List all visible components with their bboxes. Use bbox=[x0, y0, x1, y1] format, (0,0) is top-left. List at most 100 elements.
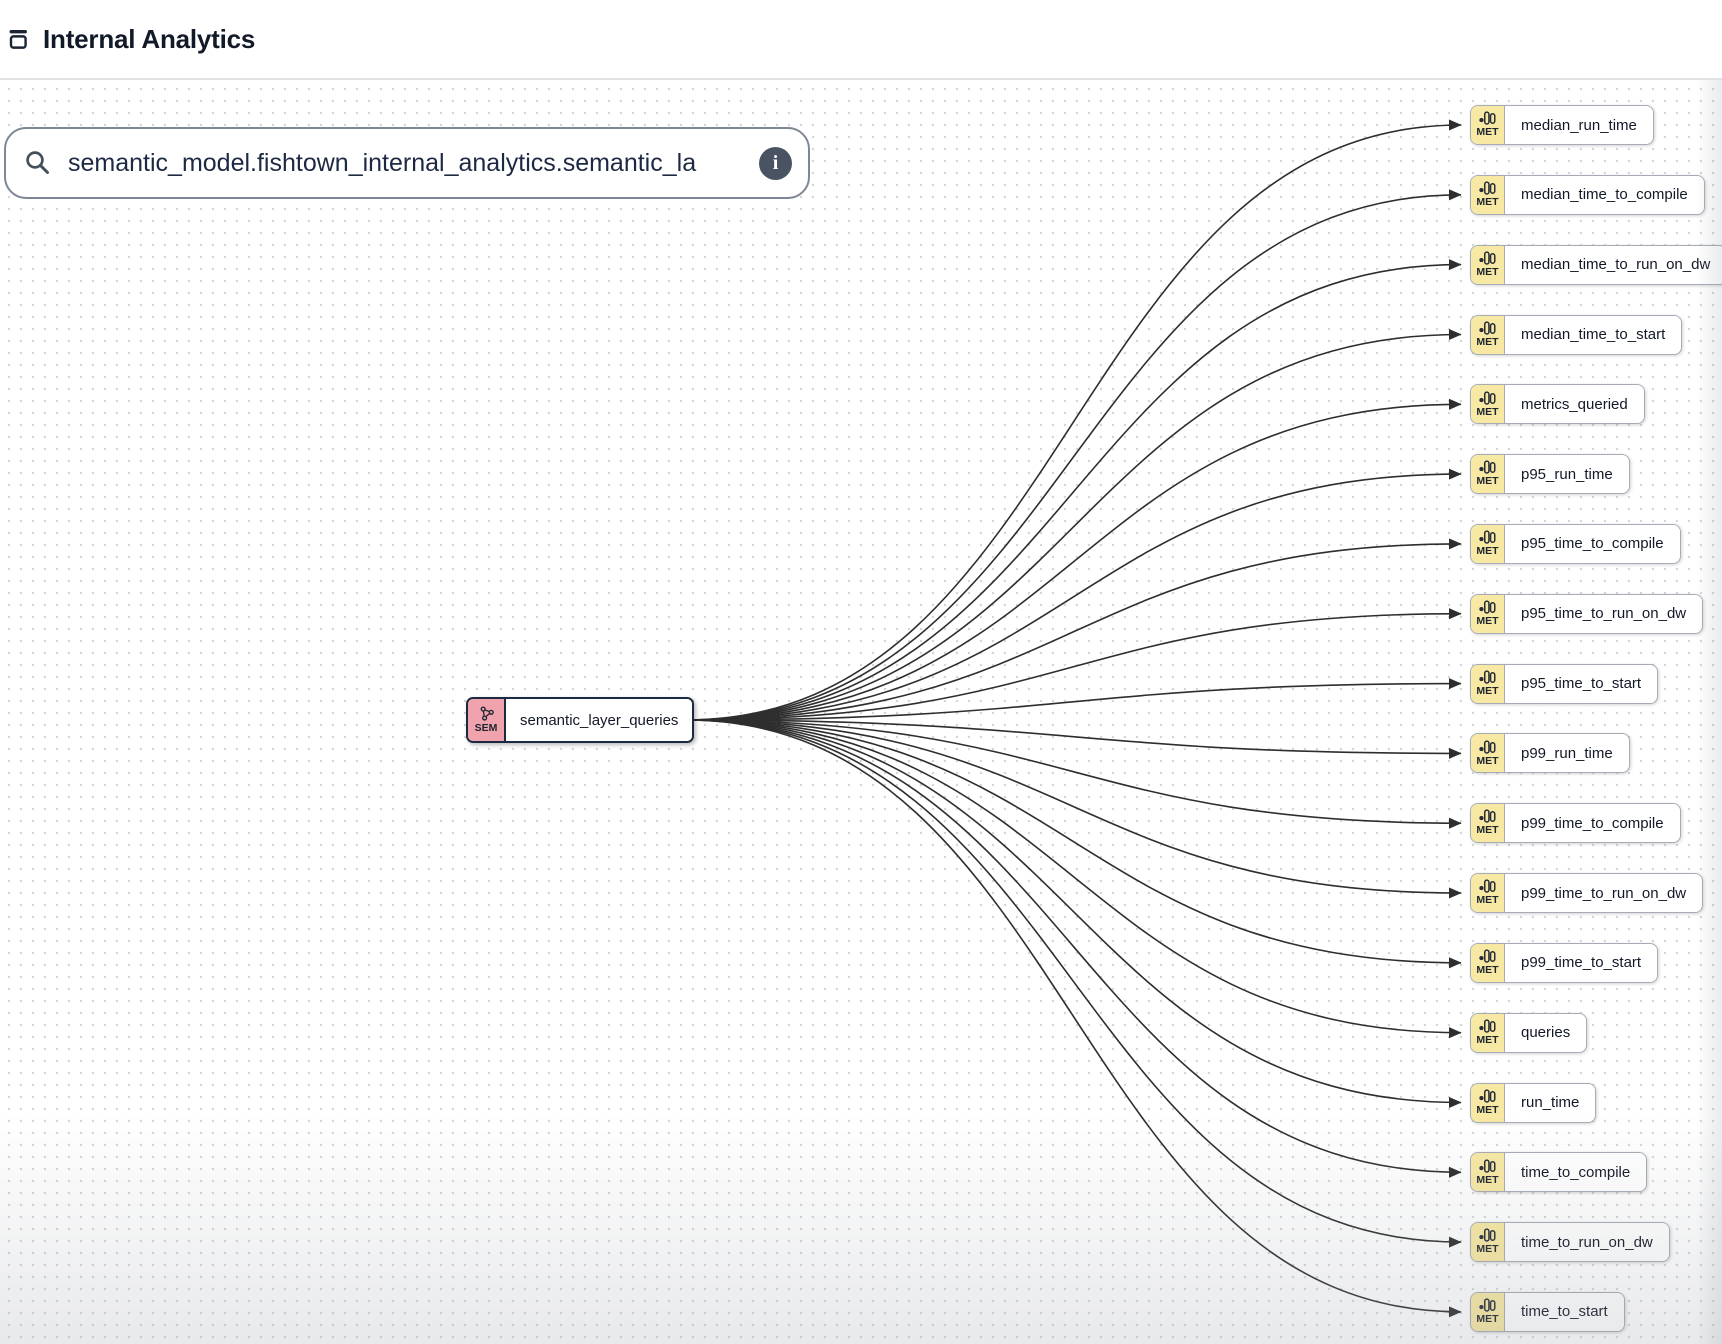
edge bbox=[685, 608, 1462, 721]
metric-type-label: MET bbox=[1476, 614, 1499, 627]
metric-chart-icon bbox=[1479, 1298, 1496, 1312]
metric-type-badge: MET bbox=[1471, 245, 1505, 284]
metric-chart-icon bbox=[1479, 809, 1496, 824]
metric-chart-icon bbox=[1479, 1019, 1496, 1033]
search-input[interactable] bbox=[66, 147, 745, 179]
metric-type-badge: MET bbox=[1471, 1223, 1505, 1262]
metric-node-metrics_queried[interactable]: MET metrics_queried bbox=[1470, 384, 1645, 425]
metric-chart-icon bbox=[1479, 1228, 1496, 1243]
edge bbox=[685, 719, 1462, 899]
metric-node-median_time_to_start[interactable]: MET median_time_to_start bbox=[1470, 314, 1683, 355]
metric-type-label: MET bbox=[1476, 754, 1499, 767]
edge bbox=[685, 719, 1462, 1248]
metric-type-label: MET bbox=[1476, 894, 1499, 907]
metric-node-time_to_run_on_dw[interactable]: MET time_to_run_on_dw bbox=[1470, 1222, 1670, 1263]
info-icon[interactable]: i bbox=[759, 146, 792, 180]
metric-name: p95_time_to_start bbox=[1505, 664, 1658, 703]
lineage-edges bbox=[685, 119, 1462, 1318]
metric-node-p95_run_time[interactable]: MET p95_run_time bbox=[1470, 454, 1630, 495]
metric-node-p99_time_to_compile[interactable]: MET p99_time_to_compile bbox=[1470, 803, 1681, 844]
metric-chart-icon bbox=[1479, 670, 1496, 684]
edge bbox=[685, 119, 1462, 721]
edge bbox=[685, 719, 1462, 969]
metric-chart-icon bbox=[1479, 321, 1496, 335]
metric-node-time_to_compile[interactable]: MET time_to_compile bbox=[1470, 1152, 1648, 1193]
edge bbox=[685, 719, 1462, 1178]
metric-node-p99_run_time[interactable]: MET p99_run_time bbox=[1470, 733, 1630, 774]
metric-name: queries bbox=[1505, 1013, 1587, 1052]
metric-type-label: MET bbox=[1476, 545, 1499, 558]
metric-name: median_time_to_start bbox=[1505, 315, 1682, 354]
metric-name: median_time_to_run_on_dw bbox=[1505, 245, 1722, 284]
edge bbox=[685, 719, 1462, 1039]
metric-type-label: MET bbox=[1476, 824, 1499, 837]
page-header: Internal Analytics bbox=[0, 0, 1722, 80]
semantic-model-name: semantic_layer_queries bbox=[506, 699, 693, 741]
metric-type-badge: MET bbox=[1471, 804, 1505, 843]
metric-type-badge: MET bbox=[1471, 315, 1505, 354]
edge bbox=[685, 719, 1462, 829]
metric-name: p99_time_to_compile bbox=[1505, 804, 1680, 843]
metric-type-badge: MET bbox=[1471, 734, 1505, 773]
edge bbox=[685, 259, 1462, 721]
metric-chart-icon bbox=[1479, 181, 1496, 195]
metric-name: time_to_compile bbox=[1505, 1153, 1647, 1192]
metric-chart-icon bbox=[1479, 111, 1496, 125]
metric-type-badge: MET bbox=[1471, 874, 1505, 912]
metric-name: p95_time_to_compile bbox=[1505, 524, 1680, 563]
metric-type-badge: MET bbox=[1471, 594, 1505, 633]
metric-node-run_time[interactable]: MET run_time bbox=[1470, 1082, 1597, 1123]
metric-node-median_run_time[interactable]: MET median_run_time bbox=[1470, 105, 1654, 145]
semantic-model-type-label: SEM bbox=[474, 722, 498, 735]
edge bbox=[685, 678, 1462, 721]
metric-name: time_to_run_on_dw bbox=[1505, 1223, 1669, 1262]
metric-chart-icon bbox=[1479, 1089, 1496, 1103]
metric-name: median_time_to_compile bbox=[1505, 175, 1704, 214]
metric-chart-icon bbox=[1479, 1158, 1496, 1173]
metric-node-median_time_to_run_on_dw[interactable]: MET median_time_to_run_on_dw bbox=[1470, 244, 1722, 285]
edge bbox=[685, 719, 1462, 1109]
edge bbox=[685, 328, 1462, 721]
metric-name: time_to_start bbox=[1505, 1292, 1624, 1331]
metric-type-label: MET bbox=[1476, 1173, 1499, 1186]
metric-node-p99_time_to_run_on_dw[interactable]: MET p99_time_to_run_on_dw bbox=[1470, 873, 1704, 913]
metric-node-p95_time_to_start[interactable]: MET p95_time_to_start bbox=[1470, 663, 1659, 704]
metric-type-label: MET bbox=[1476, 1243, 1499, 1256]
metric-type-badge: MET bbox=[1471, 1292, 1505, 1331]
metric-name: p95_run_time bbox=[1505, 455, 1629, 494]
metric-node-p99_time_to_start[interactable]: MET p99_time_to_start bbox=[1470, 942, 1659, 983]
metric-type-label: MET bbox=[1476, 1313, 1499, 1326]
edge bbox=[685, 538, 1462, 721]
metric-chart-icon bbox=[1479, 251, 1496, 265]
metric-type-label: MET bbox=[1476, 964, 1499, 977]
metric-name: metrics_queried bbox=[1505, 385, 1644, 424]
metric-type-label: MET bbox=[1476, 475, 1499, 488]
metric-type-badge: MET bbox=[1471, 175, 1505, 214]
metric-type-label: MET bbox=[1476, 126, 1499, 139]
metric-type-badge: MET bbox=[1471, 1013, 1505, 1052]
edge bbox=[685, 719, 1462, 759]
semantic-model-node[interactable]: SEM semantic_layer_queries bbox=[466, 697, 695, 743]
share-nodes-icon bbox=[480, 706, 494, 721]
metric-node-median_time_to_compile[interactable]: MET median_time_to_compile bbox=[1470, 174, 1705, 215]
metric-type-badge: MET bbox=[1471, 664, 1505, 703]
metric-node-time_to_start[interactable]: MET time_to_start bbox=[1470, 1291, 1625, 1332]
project-database-icon bbox=[9, 29, 27, 49]
metric-name: p99_time_to_start bbox=[1505, 943, 1658, 982]
metric-type-badge: MET bbox=[1471, 106, 1505, 144]
metric-node-p95_time_to_compile[interactable]: MET p95_time_to_compile bbox=[1470, 523, 1681, 564]
edge bbox=[685, 398, 1462, 721]
metric-node-queries[interactable]: MET queries bbox=[1470, 1012, 1588, 1053]
metric-chart-icon bbox=[1479, 739, 1496, 754]
edge bbox=[685, 189, 1462, 721]
metric-chart-icon bbox=[1479, 460, 1496, 475]
metric-chart-icon bbox=[1479, 600, 1496, 614]
metric-name: run_time bbox=[1505, 1083, 1596, 1122]
edge bbox=[685, 719, 1462, 1318]
metric-type-label: MET bbox=[1476, 1103, 1499, 1116]
metric-type-badge: MET bbox=[1471, 943, 1505, 982]
metric-node-p95_time_to_run_on_dw[interactable]: MET p95_time_to_run_on_dw bbox=[1470, 593, 1704, 634]
lineage-canvas[interactable]: i SEM semantic_layer_queries MET bbox=[0, 80, 1722, 1344]
search-icon bbox=[26, 151, 49, 174]
